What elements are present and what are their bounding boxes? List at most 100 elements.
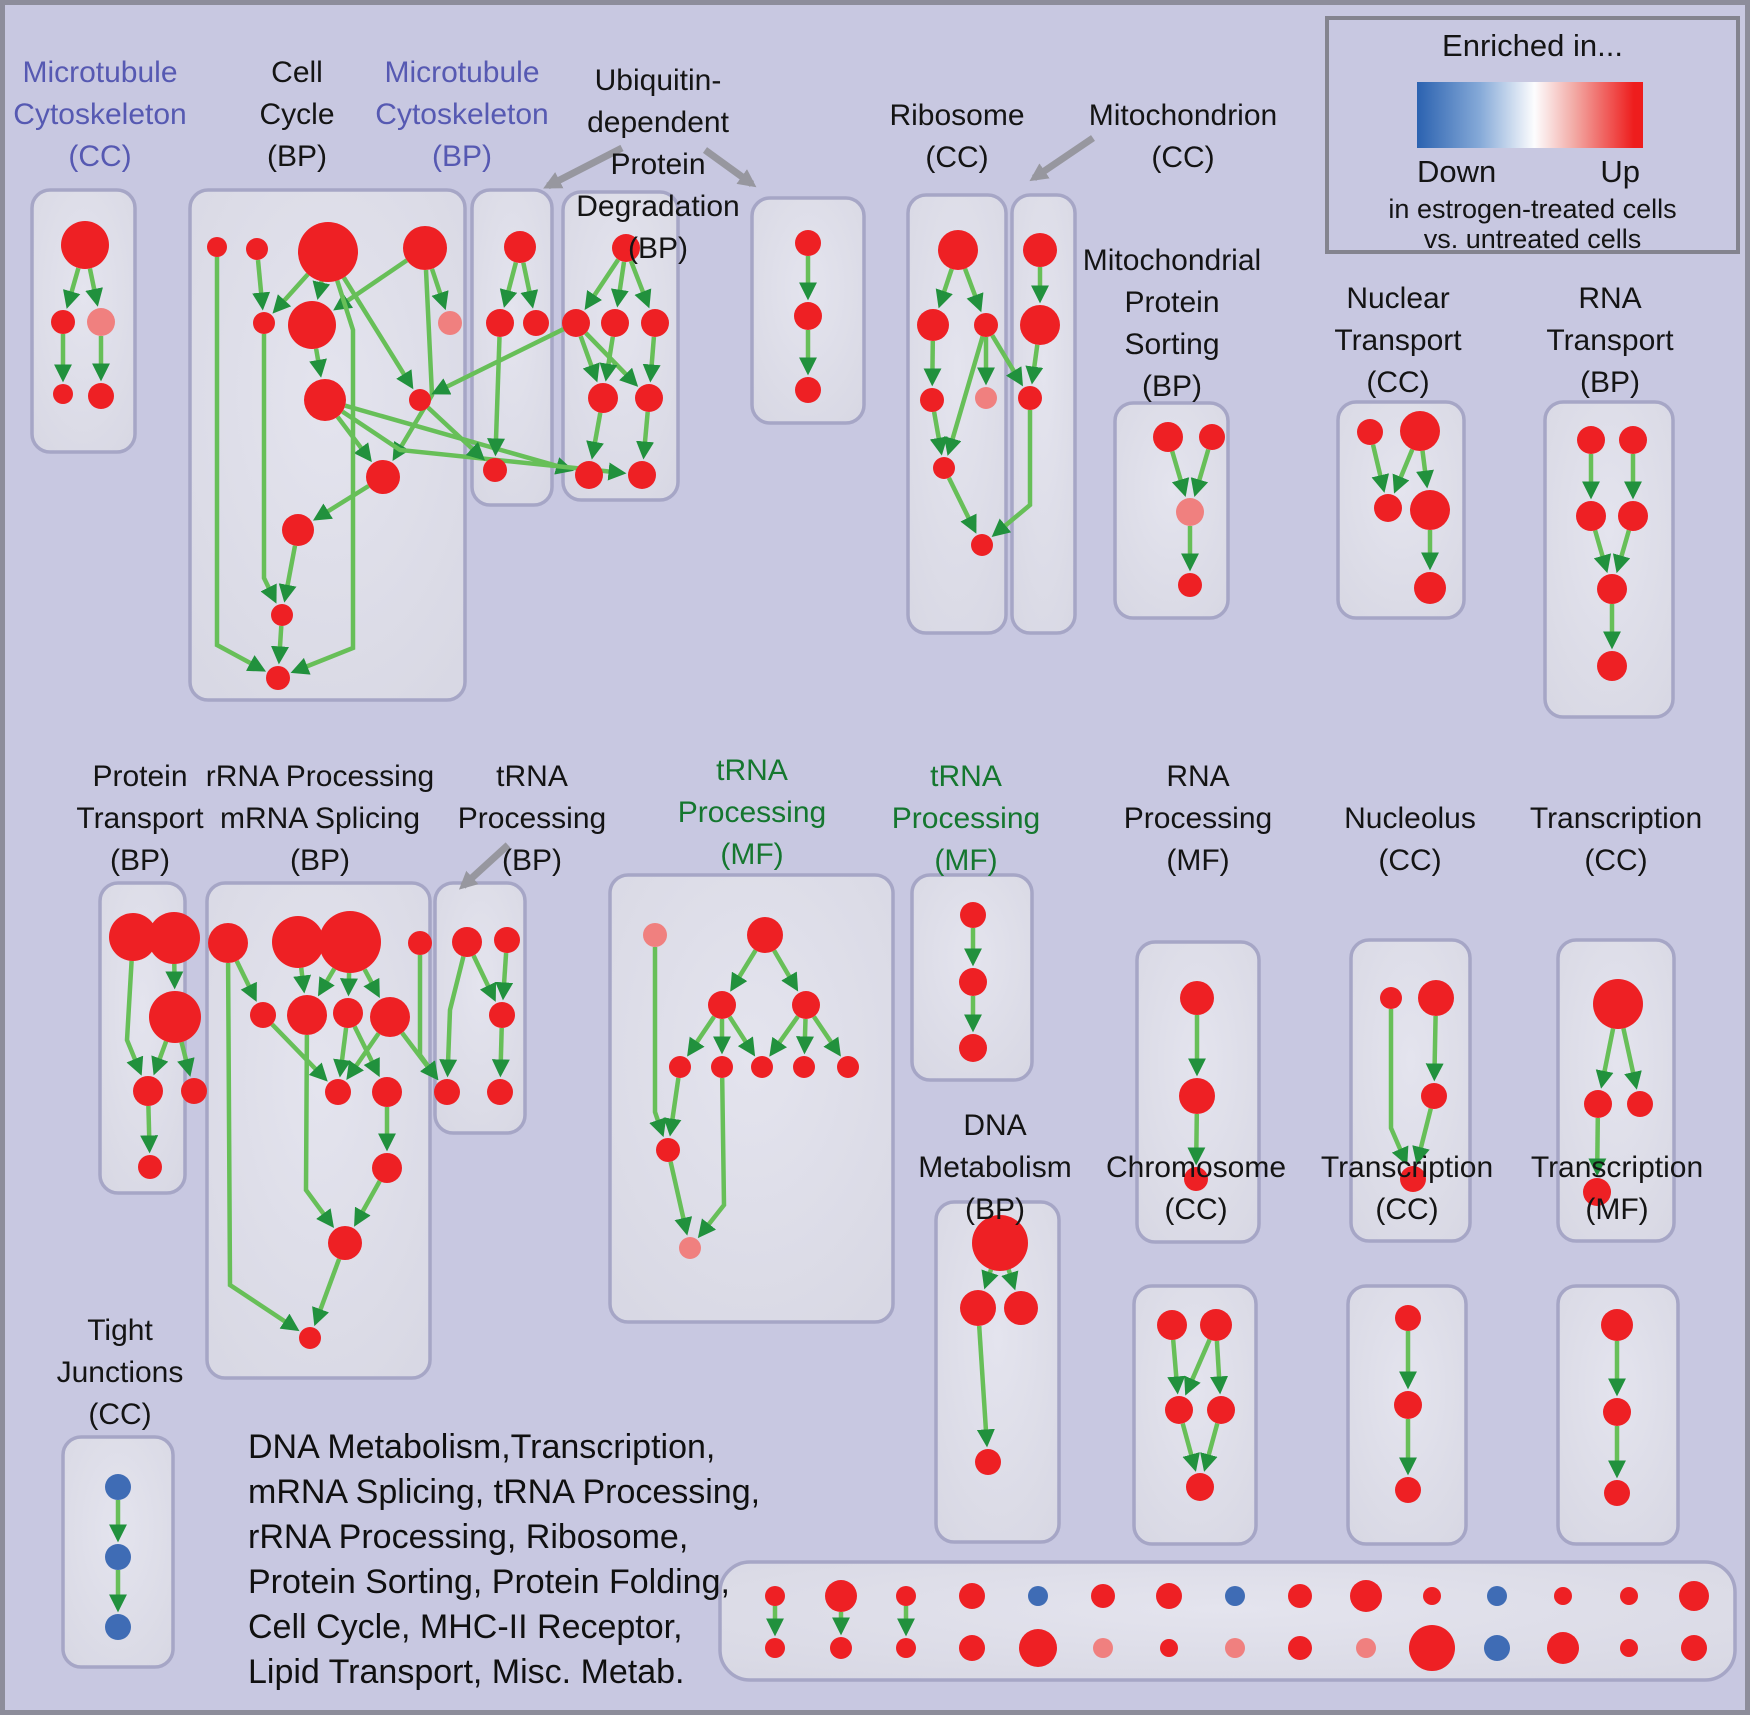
go-term-node xyxy=(679,1237,701,1259)
edge-arrow xyxy=(946,476,977,534)
go-term-node xyxy=(88,383,114,409)
go-term-node xyxy=(972,1215,1028,1271)
cluster-label-microtubule-cytoskeleton-bp: Microtubule Cytoskeleton (BP) xyxy=(375,56,549,173)
cluster-label-nucleolus-cc: Nucleolus (CC) xyxy=(1344,802,1476,877)
go-term-node xyxy=(109,913,157,961)
go-term-node xyxy=(971,534,993,556)
edge-arrow xyxy=(499,261,519,308)
edge-arrow xyxy=(812,1015,841,1057)
go-term-node xyxy=(1604,1480,1630,1506)
cluster-box-microtubule-cytoskeleton-bp xyxy=(470,188,554,507)
go-term-node xyxy=(133,1076,163,1106)
go-term-node xyxy=(1023,233,1057,267)
go-term-node xyxy=(207,237,227,257)
cluster-label-dna-metabolism-bp: DNA Metabolism (BP) xyxy=(918,1109,1072,1226)
cluster-box-chromosome-cc xyxy=(1132,1284,1258,1546)
go-term-node xyxy=(1395,1305,1421,1331)
edge-arrow xyxy=(578,335,600,383)
cluster-label-transcription-mf: Transcription (MF) xyxy=(1530,1151,1704,1226)
go-term-node xyxy=(299,1327,321,1349)
go-term-node xyxy=(959,1583,985,1609)
edge-arrow xyxy=(429,268,449,311)
go-term-node xyxy=(765,1638,785,1658)
go-term-node xyxy=(1153,422,1183,452)
go-term-node xyxy=(328,1226,362,1260)
go-term-node xyxy=(325,1079,351,1105)
go-term-node xyxy=(438,311,462,335)
go-term-node xyxy=(61,221,109,269)
edge-arrow xyxy=(599,336,618,382)
edge-arrow xyxy=(333,258,409,311)
go-term-node xyxy=(747,917,783,953)
edge-arrow xyxy=(981,1268,999,1290)
label-pointer-arrow xyxy=(543,144,624,190)
go-term-node xyxy=(53,384,73,404)
go-term-node xyxy=(271,604,293,626)
cluster-label-ubiquitin-degradation-bp: Ubiquitin- dependent Protein Degradation… xyxy=(576,64,740,265)
edge-arrow xyxy=(1370,444,1390,493)
go-term-node xyxy=(825,1580,857,1612)
category-note-line: Lipid Transport, Misc. Metab. xyxy=(248,1653,685,1691)
edge-arrow xyxy=(668,1161,693,1236)
edge-arrow xyxy=(290,279,356,675)
go-term-node xyxy=(588,383,618,413)
go-term-node xyxy=(138,1155,162,1179)
go-term-node xyxy=(896,1638,916,1658)
go-term-node xyxy=(1357,419,1383,445)
edge-arrow xyxy=(124,960,144,1076)
go-term-node xyxy=(1184,1167,1208,1191)
go-term-node xyxy=(105,1474,131,1500)
go-term-node xyxy=(959,1635,985,1661)
edge-arrow xyxy=(426,405,486,461)
go-term-node xyxy=(1225,1638,1245,1658)
go-term-node xyxy=(304,379,346,421)
edge-arrow xyxy=(628,260,652,309)
edge-arrow xyxy=(935,268,954,309)
go-term-node xyxy=(792,991,820,1019)
go-term-node xyxy=(795,230,821,256)
cluster-label-protein-transport-bp: Protein Transport (BP) xyxy=(76,760,204,877)
edge-arrow xyxy=(636,411,654,460)
go-term-node xyxy=(612,234,640,262)
go-term-node xyxy=(1156,1583,1182,1609)
label-pointer-arrow xyxy=(458,842,511,890)
edge-arrow xyxy=(487,336,506,457)
edge-arrow xyxy=(663,1077,682,1137)
go-term-node xyxy=(933,457,955,479)
go-term-node xyxy=(1288,1584,1312,1608)
go-term-node xyxy=(1394,1391,1422,1419)
go-term-node xyxy=(409,389,431,411)
edge-arrow xyxy=(1170,450,1190,497)
go-term-node xyxy=(837,1056,859,1078)
go-term-node xyxy=(253,312,275,334)
edge-arrow xyxy=(1200,1422,1220,1472)
go-term-node xyxy=(288,301,336,349)
cluster-label-transcription-cc-lower: Transcription (CC) xyxy=(1320,1151,1494,1226)
go-term-node xyxy=(1186,1473,1214,1501)
go-term-node xyxy=(208,923,248,963)
go-term-node xyxy=(403,226,447,270)
go-term-node xyxy=(266,666,290,690)
edge-arrow xyxy=(177,1041,195,1077)
go-term-node xyxy=(250,1002,276,1028)
edge-arrow xyxy=(976,1325,995,1448)
go-term-node xyxy=(975,1449,1001,1475)
edge-arrow xyxy=(85,268,103,307)
edge-arrow xyxy=(1588,1117,1607,1177)
go-term-node xyxy=(1199,424,1225,450)
edge-arrow xyxy=(923,340,942,387)
cluster-label-ribosome-cc: Ribosome (CC) xyxy=(889,99,1025,174)
go-term-node xyxy=(635,384,663,412)
edge-arrow xyxy=(687,1015,716,1057)
edge-arrow xyxy=(642,336,661,383)
go-term-node xyxy=(1207,1396,1235,1424)
edge-arrow xyxy=(520,262,539,309)
go-term-node xyxy=(372,1077,402,1107)
go-term-node xyxy=(434,1079,460,1105)
go-term-node xyxy=(1374,494,1402,522)
go-term-node xyxy=(751,1056,773,1078)
go-term-node xyxy=(483,458,507,482)
category-note-line: DNA Metabolism,Transcription, xyxy=(248,1428,716,1466)
go-term-node xyxy=(1350,1580,1382,1612)
go-term-node xyxy=(1288,1636,1312,1660)
